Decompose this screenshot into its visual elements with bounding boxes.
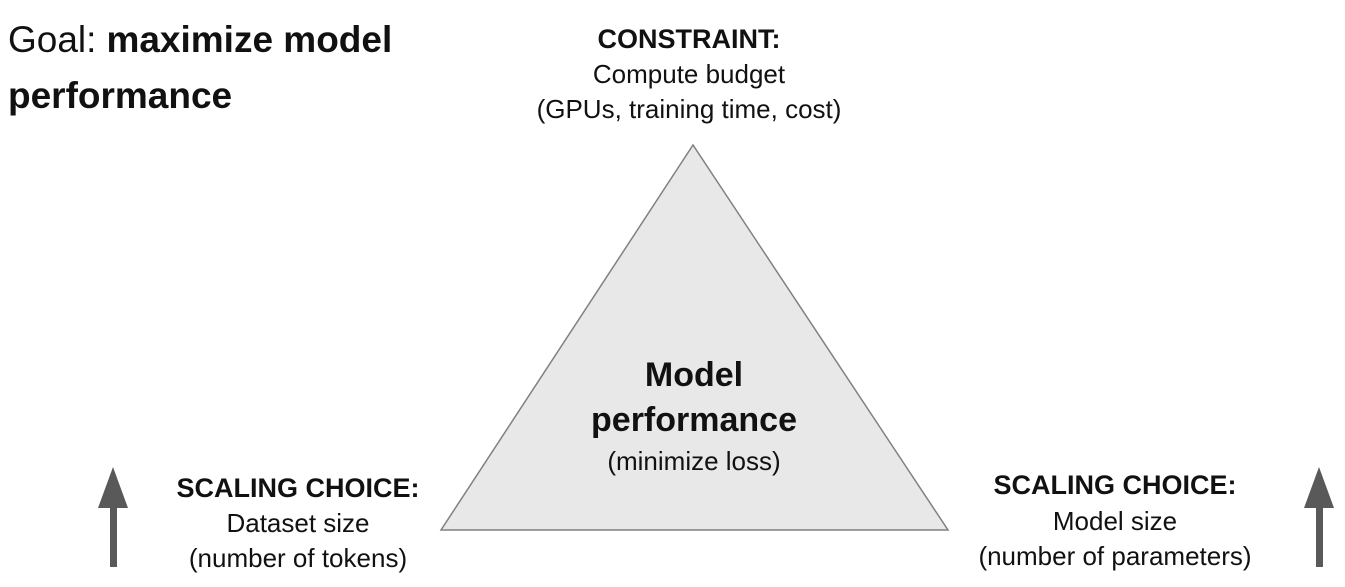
center-title: performance [591, 401, 797, 439]
constraint-label: CONSTRAINT: [598, 24, 781, 54]
center-title: Model [645, 356, 743, 394]
right-arrow [1304, 467, 1334, 567]
center-note: (minimize loss) [607, 446, 780, 476]
goal-emphasis: performance [8, 75, 232, 116]
choice-text: Dataset size [226, 508, 369, 538]
goal-line-1: Goal: maximize model [8, 19, 392, 60]
constraint-text: Compute budget [593, 59, 786, 89]
choice-label: SCALING CHOICE: [177, 473, 420, 503]
choice-text: (number of parameters) [978, 541, 1251, 571]
goal-emphasis: maximize model [106, 19, 392, 60]
left-arrow [98, 467, 128, 567]
choice-text: (number of tokens) [189, 543, 407, 573]
choice-text: Model size [1053, 506, 1177, 536]
choice-label: SCALING CHOICE: [994, 470, 1237, 500]
goal-label: Goal: [8, 19, 96, 60]
triangle [439, 143, 950, 531]
constraint-text: (GPUs, training time, cost) [537, 94, 842, 124]
